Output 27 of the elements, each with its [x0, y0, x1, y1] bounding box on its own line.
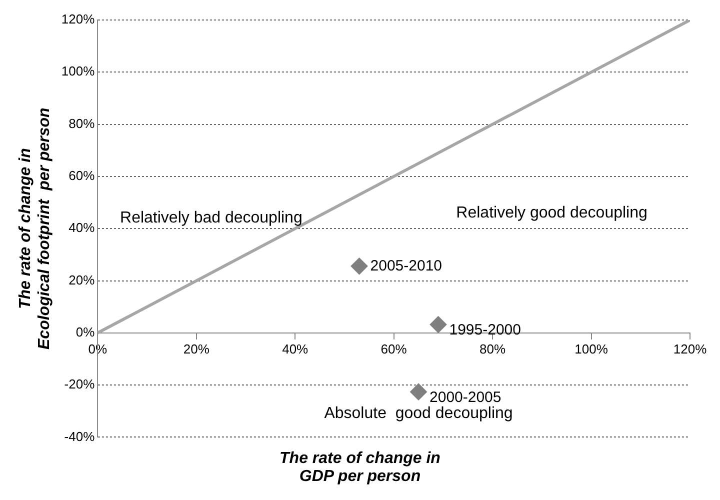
x-tick-label: 60%: [380, 341, 408, 356]
annotation: Relatively bad decoupling: [120, 210, 302, 227]
y-tick-label: -20%: [64, 376, 96, 392]
point: [350, 258, 368, 275]
x-tick-label: 120%: [673, 341, 708, 356]
y-tick-label: 120%: [61, 12, 96, 27]
x-tick-label: 20%: [183, 341, 210, 356]
y-tick-label: 100%: [61, 64, 96, 79]
y-tick-label: 20%: [68, 272, 96, 288]
data-label: 1995-2000: [449, 322, 521, 339]
point: [410, 383, 428, 400]
x-tick-label: 80%: [480, 341, 506, 356]
y-tick-label: 0%: [76, 324, 96, 340]
x-tick-label: 40%: [282, 341, 309, 356]
data-label: 2005-2010: [370, 257, 442, 274]
y-axis-title: The rate of change in Ecological footprint per person: [17, 107, 54, 350]
y-tick-label: 40%: [68, 220, 96, 236]
annotation: Absolute good decoupling: [324, 405, 513, 422]
y-tick-label: 60%: [68, 168, 96, 184]
y-tick-label: -40%: [64, 428, 96, 444]
y-tick-label: 80%: [68, 116, 96, 131]
data-label: 2000-2005: [430, 388, 502, 406]
point: [430, 316, 447, 334]
annotation: Relatively good decoupling: [456, 204, 648, 222]
x-axis-title: The rate of change in GDP per person: [278, 450, 442, 486]
x-tick-label: 100%: [574, 341, 608, 356]
x-tick-label: 0%: [88, 341, 108, 356]
